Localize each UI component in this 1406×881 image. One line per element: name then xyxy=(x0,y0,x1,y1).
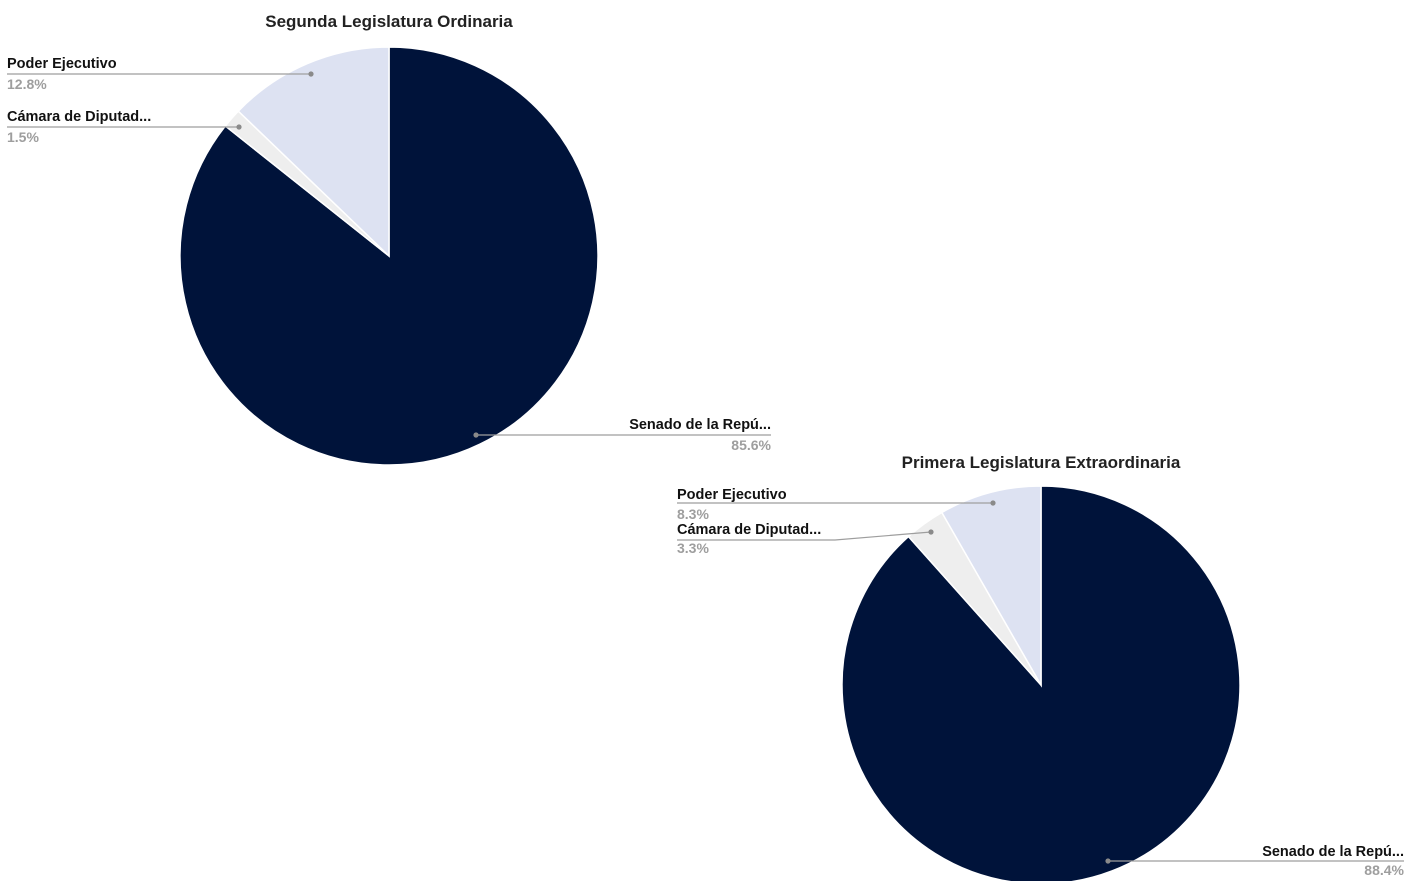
chart-title: Primera Legislatura Extraordinaria xyxy=(902,453,1181,472)
pie-slice[interactable] xyxy=(237,46,390,258)
slice-percent-label: 88.4% xyxy=(1364,862,1404,878)
slice-label: Poder Ejecutivo xyxy=(677,487,787,503)
slice-label: Senado de la Repú... xyxy=(629,417,771,433)
pie-chart-primera-legislatura: Primera Legislatura Extraordinaria Senad… xyxy=(677,453,1405,881)
chart-title: Segunda Legislatura Ordinaria xyxy=(265,12,513,31)
slice-percent-label: 85.6% xyxy=(731,437,771,453)
slice-label: Poder Ejecutivo xyxy=(7,56,117,72)
slice-label: Cámara de Diputad... xyxy=(7,109,151,125)
slice-percent-label: 3.3% xyxy=(677,540,709,556)
slice-percent-label: 1.5% xyxy=(7,129,39,145)
leader-dot xyxy=(928,529,934,535)
pie-chart-segunda-legislatura: Segunda Legislatura Ordinaria Senado de … xyxy=(7,12,772,466)
slice-percent-label: 8.3% xyxy=(677,506,709,522)
leader-dot xyxy=(473,432,479,438)
leader-dot xyxy=(1105,858,1111,864)
slice-label: Senado de la Repú... xyxy=(1262,844,1404,860)
pie-slice[interactable] xyxy=(940,485,1042,688)
leader-dot xyxy=(308,71,314,77)
leader-line xyxy=(677,531,932,541)
slice-percent-label: 12.8% xyxy=(7,76,47,92)
slice-label: Cámara de Diputad... xyxy=(677,522,821,538)
leader-dot xyxy=(990,500,996,506)
leader-dot xyxy=(236,124,242,130)
